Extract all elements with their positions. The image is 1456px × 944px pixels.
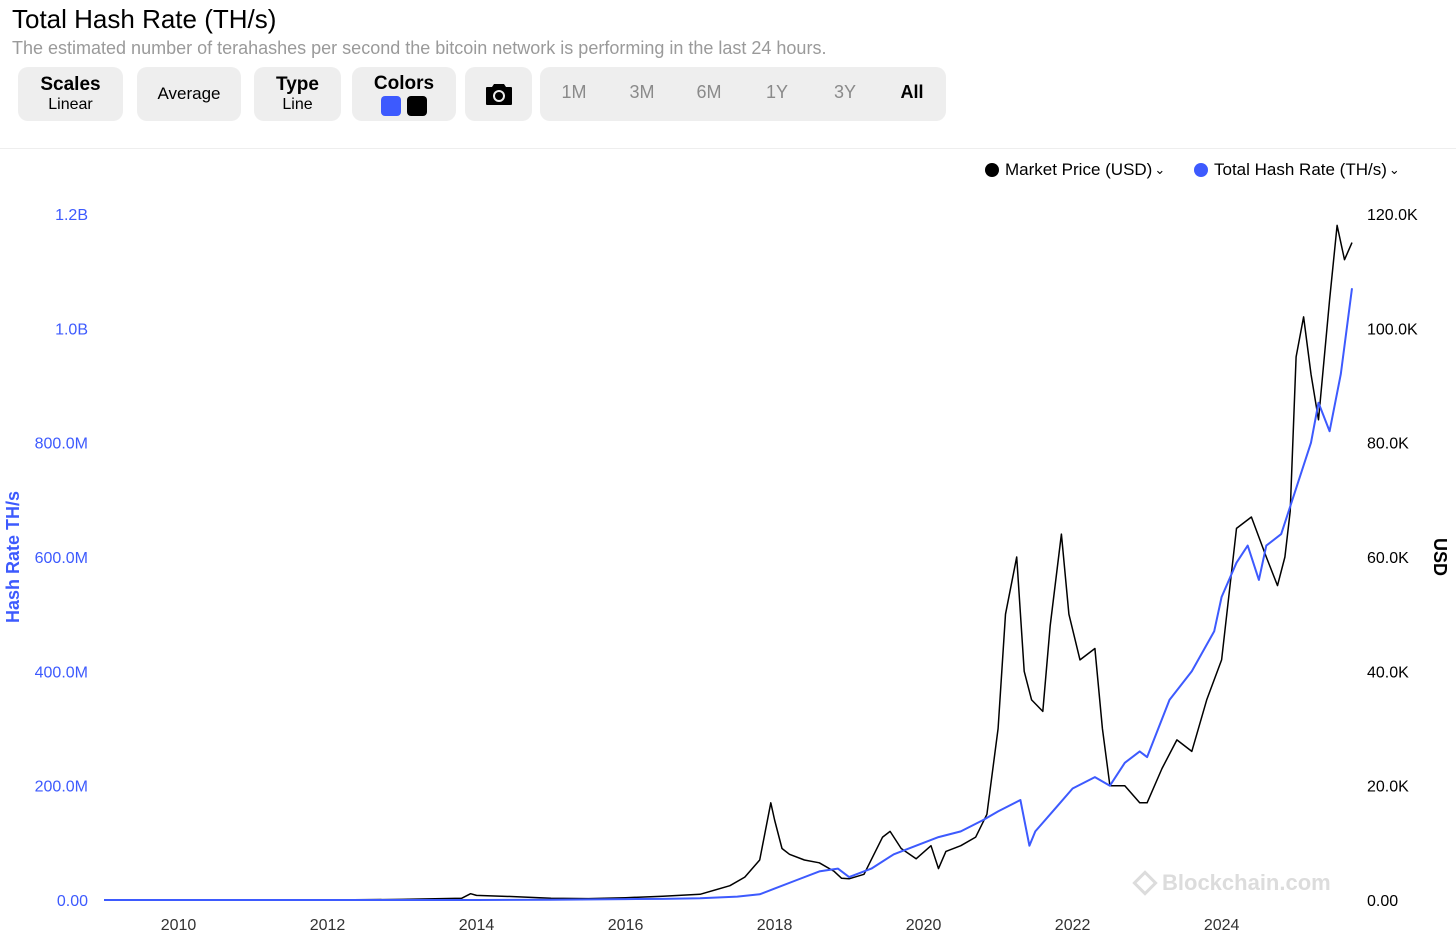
legend-item-market-price[interactable]: Market Price (USD) ⌄ [985,160,1165,180]
type-value: Line [282,95,313,113]
average-button[interactable]: Average [137,67,241,121]
x-tick-label: 2020 [906,917,942,934]
x-tick-label: 2022 [1055,917,1091,934]
type-label: Type [276,73,319,95]
blockchain-logo-icon [1132,870,1158,896]
market-price-legend-label: Market Price (USD) [1005,160,1153,179]
x-tick-label: 2018 [757,917,793,934]
time-range-selector: 1M 3M 6M 1Y 3Y All [540,67,946,121]
screenshot-button[interactable] [465,67,532,121]
hash-color-swatch[interactable] [381,95,401,116]
x-tick-label: 2016 [608,917,644,934]
range-1y[interactable]: 1Y [765,82,789,102]
right-y-tick-label: 120.0K [1367,207,1418,224]
right-y-tick-label: 80.0K [1367,436,1409,453]
range-all[interactable]: All [900,82,924,102]
hash-rate-legend-dot [1194,163,1208,177]
left-y-tick-label: 400.0M [35,664,88,681]
watermark-text: Blockchain.com [1162,870,1331,895]
left-y-tick-label: 600.0M [35,550,88,567]
market-price-legend-dot [985,163,999,177]
legend-item-hash-rate[interactable]: Total Hash Rate (TH/s) ⌄ [1194,160,1400,180]
average-label: Average [157,84,221,103]
chevron-down-icon: ⌄ [1388,162,1400,177]
x-tick-label: 2014 [459,917,495,934]
market-price-series-line [104,224,1353,901]
right-y-tick-label: 20.0K [1367,779,1409,796]
range-3m[interactable]: 3M [629,82,655,102]
right-y-tick-label: 60.0K [1367,550,1409,567]
right-axis-title: USD [1430,538,1450,576]
left-axis-title: Hash Rate TH/s [3,491,23,623]
blockchain-watermark: Blockchain.com [1132,870,1331,896]
toolbar-divider [0,148,1456,149]
colors-label: Colors [373,72,435,94]
left-y-tick-label: 0.00 [57,893,88,910]
left-y-tick-label: 1.2B [55,207,88,224]
scales-value: Linear [48,95,93,113]
right-y-tick-label: 0.00 [1367,893,1398,910]
chevron-down-icon: ⌄ [1154,162,1166,177]
range-6m[interactable]: 6M [696,82,722,102]
page-subtitle: The estimated number of terahashes per s… [12,38,827,58]
page-title: Total Hash Rate (TH/s) [12,4,277,34]
x-tick-label: 2010 [161,917,197,934]
price-color-swatch[interactable] [407,95,427,116]
range-3y[interactable]: 3Y [833,82,857,102]
right-y-tick-label: 40.0K [1367,664,1409,681]
x-tick-label: 2012 [310,917,346,934]
scales-button[interactable]: Scales Linear [18,67,123,121]
left-y-tick-label: 1.0B [55,321,88,338]
left-y-tick-label: 800.0M [35,436,88,453]
type-button[interactable]: Type Line [254,67,341,121]
right-y-tick-label: 100.0K [1367,321,1418,338]
colors-button[interactable]: Colors [352,67,456,121]
left-y-tick-label: 200.0M [35,779,88,796]
range-1m[interactable]: 1M [561,82,587,102]
camera-icon [485,84,512,105]
scales-label: Scales [40,73,101,95]
x-tick-label: 2024 [1204,917,1240,934]
hash-rate-legend-label: Total Hash Rate (TH/s) [1214,160,1387,179]
color-swatches [381,95,427,116]
hash-rate-series-line [104,288,1353,901]
